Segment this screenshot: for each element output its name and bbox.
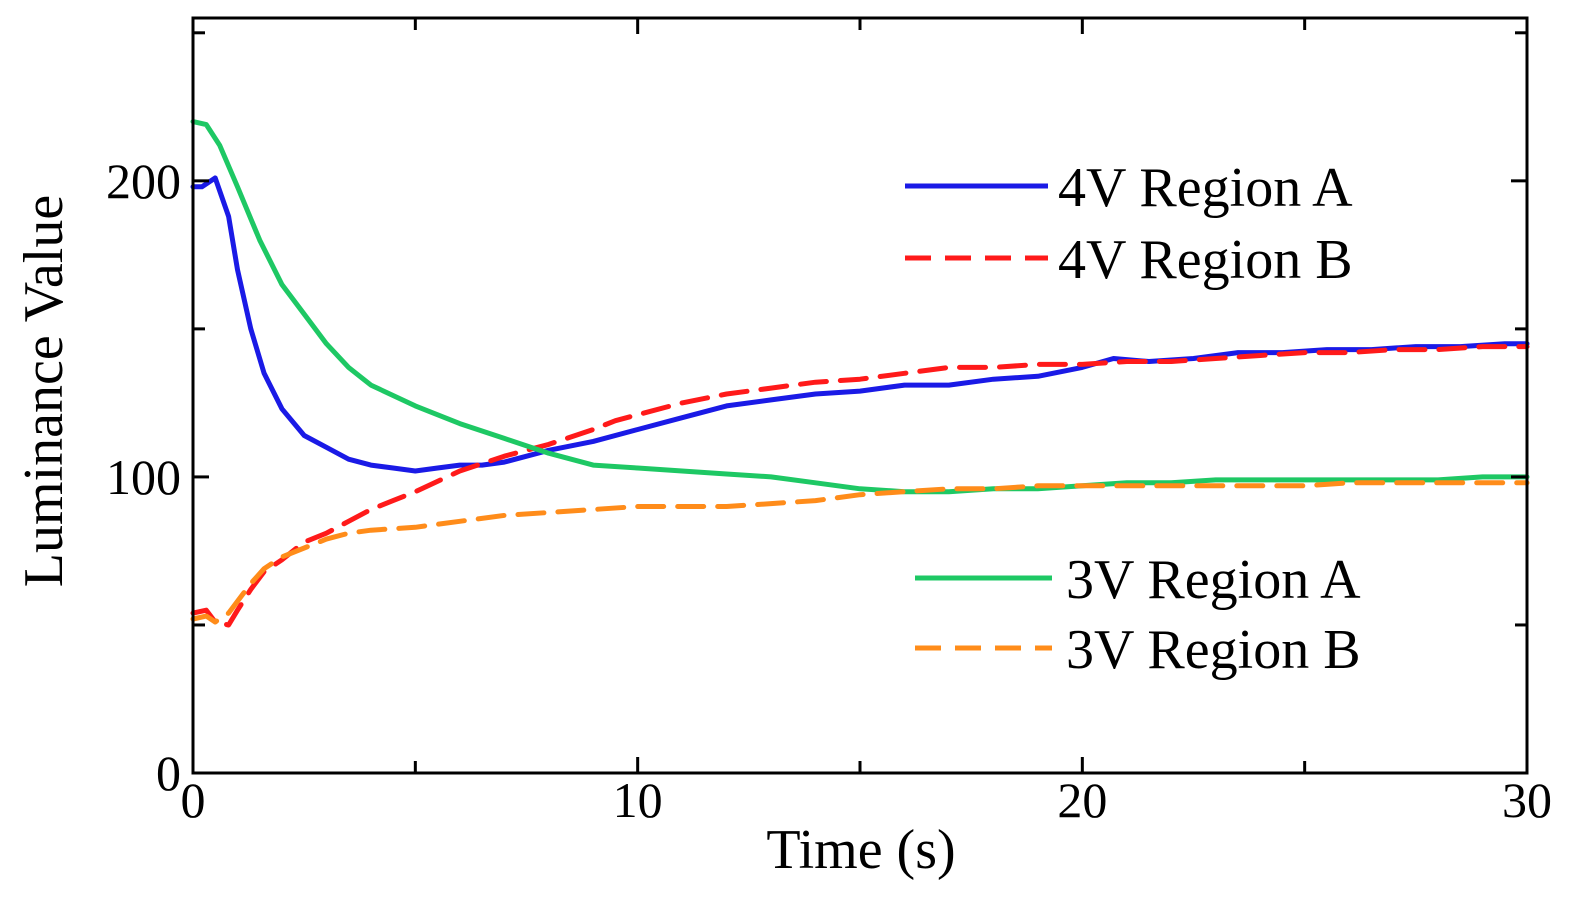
y-axis-title: Luminance Value [13, 195, 75, 587]
series-line-4v-region-b [190, 344, 1530, 628]
y-tick-label: 0 [156, 745, 181, 801]
x-tick-label: 30 [1502, 772, 1552, 828]
x-tick-label: 20 [1057, 772, 1107, 828]
series-line-3v-region-a [190, 119, 1530, 495]
y-tick-label: 200 [106, 153, 181, 209]
legend-label-4v-region-b: 4V Region B [1058, 229, 1353, 291]
x-tick-label: 10 [613, 772, 663, 828]
legend: 4V Region A 4V Region B 3V Region A 3V Regi… [905, 157, 1361, 681]
legend-label-3v-region-a: 3V Region A [1066, 549, 1361, 611]
x-axis-title: Time (s) [766, 819, 955, 881]
axes-layer: 0 10 20 30 0 100 200 [106, 16, 1552, 828]
legend-label-3v-region-b: 3V Region B [1066, 619, 1361, 681]
y-tick-label: 100 [106, 449, 181, 505]
series-line-4v-region-a [190, 175, 1530, 474]
series-layer [190, 119, 1530, 628]
series-line-3v-region-b [190, 480, 1530, 625]
x-tick-label: 0 [181, 772, 206, 828]
legend-label-4v-region-a: 4V Region A [1058, 157, 1353, 219]
